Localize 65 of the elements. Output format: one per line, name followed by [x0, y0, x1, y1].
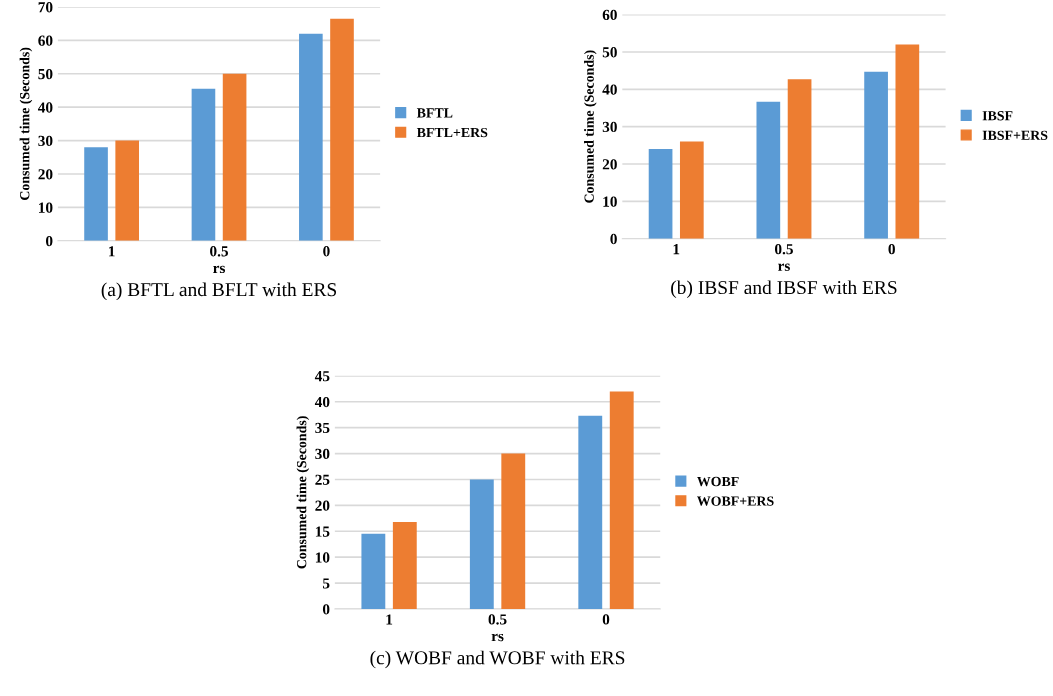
- legend-label: BFTL: [416, 108, 453, 118]
- y-tick-label: 40: [602, 84, 617, 95]
- bar: [864, 71, 888, 239]
- y-tick-label: 15: [315, 526, 330, 537]
- y-tick-label: 25: [315, 474, 330, 485]
- y-axis-title: Consumed time (Seconds): [19, 47, 33, 200]
- bar: [679, 141, 704, 239]
- y-tick-label: 30: [602, 121, 617, 133]
- y-tick-label: 10: [315, 552, 330, 563]
- y-tick-label: 20: [602, 159, 617, 170]
- y-tick-label: 50: [602, 47, 617, 58]
- x-tick-label: 1: [109, 246, 115, 257]
- y-tick-label: 20: [315, 500, 330, 511]
- bar: [609, 391, 634, 609]
- y-tick-label: 50: [38, 68, 53, 80]
- text: (a) BFTL and BFLT with ERS: [101, 282, 337, 301]
- text: (b) IBSF and IBSF with ERS: [671, 280, 897, 299]
- y-tick-label: 0: [610, 233, 617, 245]
- x-axis-title: rs: [491, 633, 504, 642]
- bar: [222, 73, 247, 241]
- x-axis-title: rs: [213, 265, 226, 274]
- legend-label: WOBF: [697, 476, 739, 487]
- bar: [787, 79, 812, 239]
- bar: [648, 149, 673, 239]
- y-tick-label: 0: [322, 604, 330, 615]
- y-tick-label: 30: [315, 448, 330, 460]
- y-tick-label: 30: [38, 135, 53, 147]
- y-tick-label: 35: [315, 422, 330, 434]
- bar: [330, 18, 354, 241]
- bar: [756, 101, 781, 239]
- y-axis-title: Consumed time (Seconds): [584, 50, 597, 203]
- y-tick-label: 10: [603, 196, 617, 207]
- text: (c) WOBF and WOBF with ERS: [370, 650, 625, 669]
- bar: [392, 521, 417, 609]
- x-tick-label: 0.5: [774, 244, 793, 255]
- x-tick-label: 0.5: [488, 614, 507, 625]
- bar: [299, 33, 323, 241]
- y-tick-label: 20: [38, 169, 53, 180]
- x-tick-label: 0: [888, 244, 895, 255]
- x-tick-label: 1: [673, 244, 680, 255]
- y-tick-label: 40: [37, 102, 53, 113]
- legend-label: WOBF+ERS: [697, 496, 774, 506]
- x-axis-title: rs: [778, 263, 790, 271]
- bar: [895, 44, 920, 239]
- bar: [469, 479, 494, 609]
- x-tick-label: 1: [386, 614, 393, 625]
- legend-label: BFTL+ERS: [416, 127, 488, 138]
- bar: [191, 88, 216, 241]
- bar: [361, 533, 386, 609]
- y-tick-label: 5: [322, 578, 330, 589]
- y-tick-label: 60: [602, 9, 617, 21]
- y-tick-label: 45: [314, 371, 330, 382]
- y-tick-label: 0: [46, 235, 53, 247]
- bar: [84, 147, 108, 241]
- y-tick-label: 40: [314, 396, 330, 408]
- legend-label: IBSF: [982, 111, 1013, 121]
- bar: [115, 140, 140, 241]
- legend-label: IBSF+ERS: [982, 130, 1048, 140]
- bar: [578, 415, 603, 609]
- y-tick-label: 70: [38, 2, 53, 13]
- bar: [501, 453, 526, 609]
- y-tick-label: 10: [39, 202, 53, 213]
- y-axis-title: Consumed time (Seconds): [296, 416, 310, 569]
- x-tick-label: 0.5: [210, 246, 229, 257]
- y-tick-label: 60: [38, 35, 53, 46]
